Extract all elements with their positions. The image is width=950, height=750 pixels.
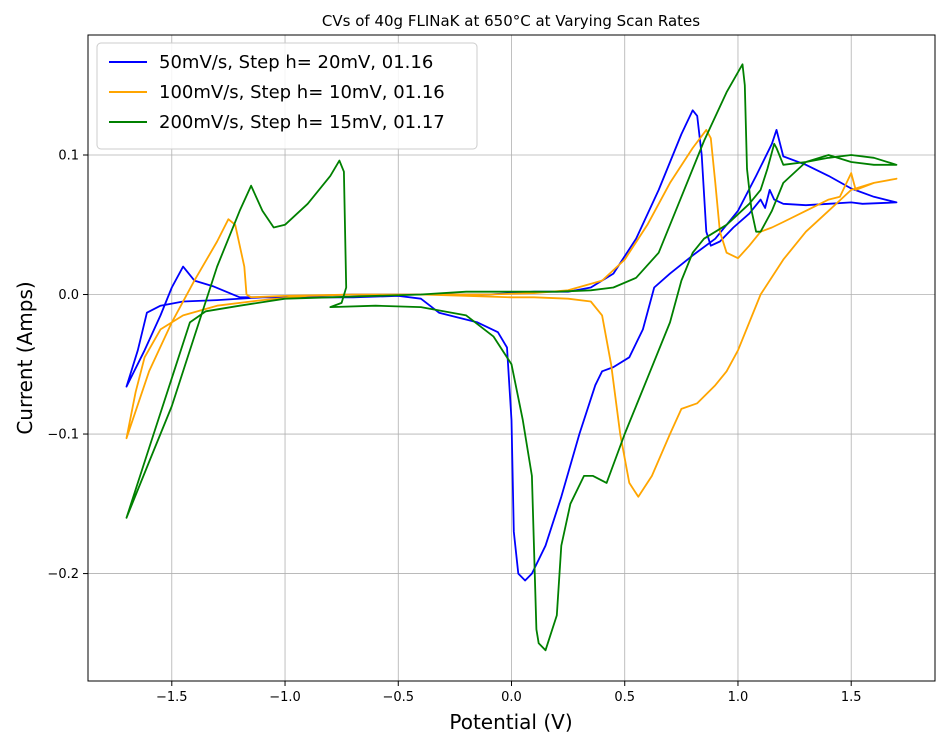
legend-label: 200mV/s, Step h= 15mV, 01.17 [159, 112, 445, 133]
x-tick-label: −1.5 [156, 690, 188, 705]
series-layer [125, 63, 898, 652]
legend: 50mV/s, Step h= 20mV, 01.16 100mV/s, Step… [96, 42, 478, 150]
y-tick-label: −0.1 [47, 428, 79, 443]
x-tick-label: −1.0 [269, 690, 301, 705]
series-line-3 [125, 63, 898, 652]
y-axis-title: Current (Amps) [13, 281, 37, 434]
x-tick-label: 1.0 [728, 690, 749, 705]
ticks: −1.5 −1.0 −0.5 0.0 0.5 1.0 1.5 −0.2 −0.1 0.0 0.1 [47, 148, 861, 705]
x-tick-label: 0.0 [501, 690, 522, 705]
legend-label: 50mV/s, Step h= 20mV, 01.16 [159, 52, 433, 73]
y-tick-label: −0.2 [47, 567, 79, 582]
legend-label: 100mV/s, Step h= 10mV, 01.16 [159, 82, 445, 103]
x-tick-label: 1.5 [841, 690, 862, 705]
y-tick-label: 0.0 [58, 288, 79, 303]
y-tick-label: 0.1 [58, 148, 79, 163]
chart-title: CVs of 40g FLINaK at 650°C at Varying Sc… [322, 12, 700, 30]
legend-box [96, 42, 478, 150]
x-tick-label: −0.5 [382, 690, 414, 705]
x-tick-label: 0.5 [614, 690, 635, 705]
x-axis-title: Potential (V) [449, 710, 572, 734]
